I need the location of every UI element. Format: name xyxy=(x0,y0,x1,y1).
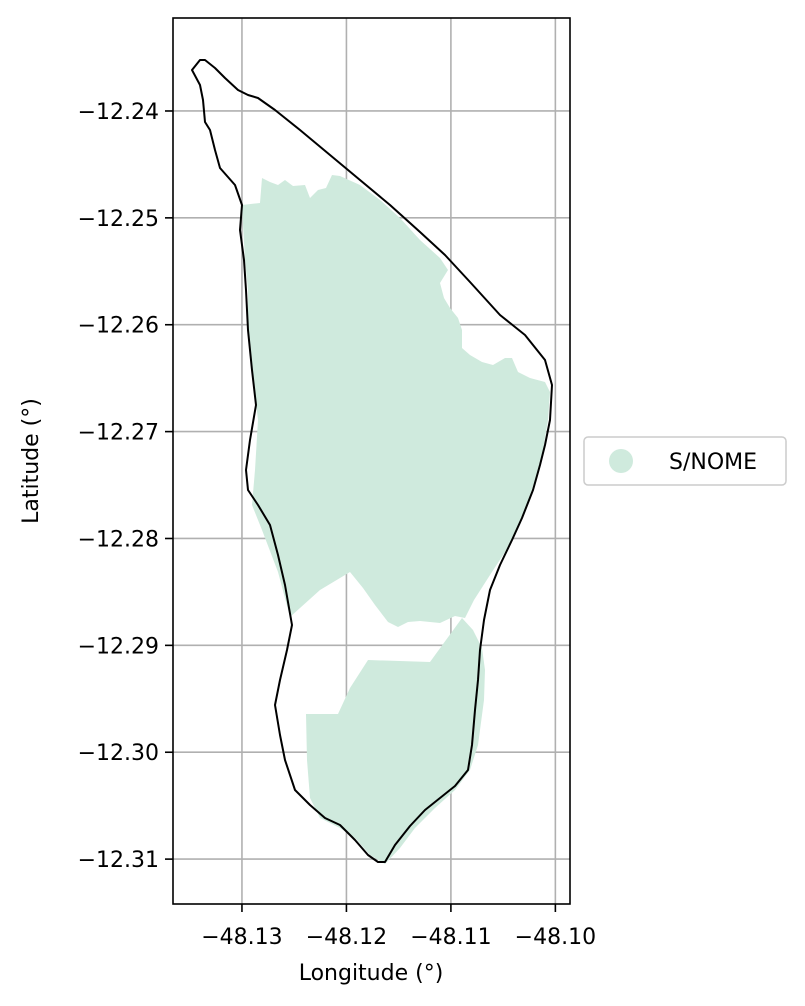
y-axis-title: Latitude (°) xyxy=(19,398,44,524)
y-tick-label: −12.31 xyxy=(78,848,159,873)
x-tick-label: −48.10 xyxy=(515,925,596,950)
x-tick-label: −48.13 xyxy=(201,925,282,950)
x-axis-title: Longitude (°) xyxy=(299,961,444,986)
x-ticks: −48.13 −48.12 −48.11 −48.10 xyxy=(201,904,596,950)
zone-fill-lower xyxy=(306,618,485,864)
y-tick-label: −12.30 xyxy=(78,741,159,766)
y-tick-label: −12.24 xyxy=(78,100,159,125)
y-ticks: −12.24 −12.25 −12.26 −12.27 −12.28 −12.29 −12.… xyxy=(78,100,173,873)
legend-marker xyxy=(609,449,633,473)
zone-fill-upper xyxy=(242,175,550,627)
legend: S/NOME xyxy=(583,436,787,486)
y-tick-label: −12.25 xyxy=(78,207,159,232)
y-tick-label: −12.29 xyxy=(78,634,159,659)
y-tick-label: −12.26 xyxy=(78,314,159,339)
x-tick-label: −48.12 xyxy=(306,925,387,950)
legend-box xyxy=(583,436,787,486)
x-tick-label: −48.11 xyxy=(410,925,491,950)
legend-label: S/NOME xyxy=(669,450,757,475)
y-tick-label: −12.28 xyxy=(78,527,159,552)
plot-frame xyxy=(172,17,571,905)
y-tick-label: −12.27 xyxy=(78,421,159,446)
boundary-outline xyxy=(191,59,553,863)
